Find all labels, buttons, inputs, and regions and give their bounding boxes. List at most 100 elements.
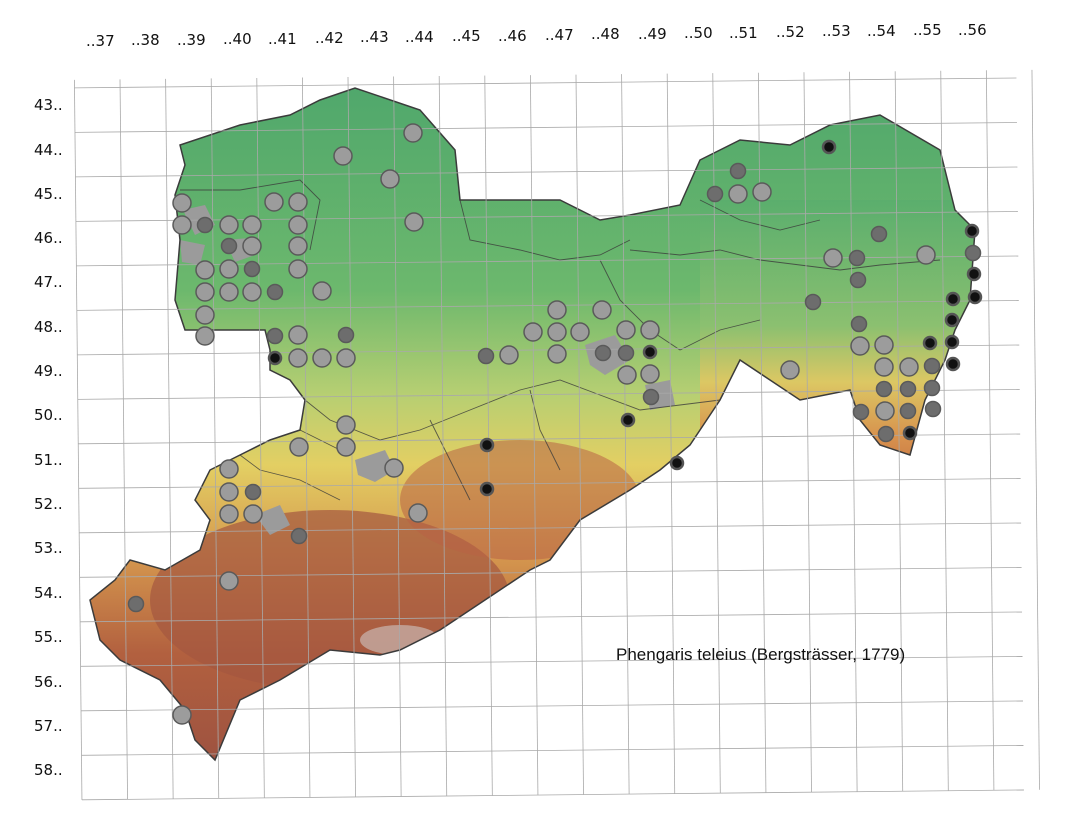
- occurrence-dot: [195, 305, 215, 325]
- column-label: ..38: [131, 31, 160, 50]
- grid-line-vertical: [1031, 69, 1040, 790]
- row-label: 55..: [34, 628, 63, 646]
- grid-line-horizontal: [75, 166, 1018, 178]
- row-label: 50..: [34, 406, 63, 424]
- column-label: ..41: [268, 29, 297, 48]
- column-label: ..45: [452, 27, 481, 46]
- column-label: ..50: [684, 24, 713, 43]
- occurrence-dot: [752, 182, 772, 202]
- occurrence-dot: [875, 401, 895, 421]
- occurrence-dot: [964, 223, 980, 239]
- occurrence-dot: [849, 271, 867, 289]
- occurrence-dot: [336, 437, 356, 457]
- row-label: 49..: [34, 362, 63, 380]
- occurrence-dot: [195, 282, 215, 302]
- occurrence-dot: [870, 225, 888, 243]
- occurrence-dot: [848, 249, 866, 267]
- occurrence-dot: [923, 379, 941, 397]
- occurrence-dot: [944, 334, 960, 350]
- occurrence-dot: [780, 360, 800, 380]
- row-label: 56..: [34, 673, 63, 691]
- occurrence-dot: [850, 336, 870, 356]
- row-label: 52..: [34, 495, 63, 513]
- occurrence-dot: [380, 169, 400, 189]
- occurrence-dot: [384, 458, 404, 478]
- occurrence-dot: [874, 335, 894, 355]
- occurrence-dot: [242, 236, 262, 256]
- occurrence-dot: [333, 146, 353, 166]
- occurrence-dot: [523, 322, 543, 342]
- occurrence-dot: [172, 215, 192, 235]
- occurrence-dot: [966, 266, 982, 282]
- row-label: 57..: [34, 717, 63, 735]
- occurrence-dot: [195, 326, 215, 346]
- column-label: ..40: [223, 30, 252, 49]
- occurrence-dot: [592, 300, 612, 320]
- occurrence-dot: [945, 291, 961, 307]
- occurrence-dot: [916, 245, 936, 265]
- occurrence-dot: [172, 193, 192, 213]
- occurrence-dot: [479, 481, 495, 497]
- grid-line-horizontal: [81, 745, 1024, 756]
- occurrence-dot: [288, 348, 308, 368]
- occurrence-dot: [288, 325, 308, 345]
- occurrence-dot: [899, 402, 917, 420]
- occurrence-dot: [875, 380, 893, 398]
- occurrence-dot: [640, 364, 660, 384]
- occurrence-dot: [408, 503, 428, 523]
- column-label: ..52: [776, 23, 805, 41]
- occurrence-dot: [288, 215, 308, 235]
- grid-line-vertical: [256, 77, 265, 798]
- occurrence-dot: [244, 483, 262, 501]
- occurrence-dot: [219, 459, 239, 479]
- occurrence-dot: [219, 482, 239, 502]
- occurrence-dot: [242, 215, 262, 235]
- occurrence-dot: [967, 289, 983, 305]
- occurrence-dot: [219, 259, 239, 279]
- column-label: ..46: [498, 26, 527, 45]
- occurrence-dot: [547, 322, 567, 342]
- grid-line-vertical: [393, 76, 402, 797]
- occurrence-dot: [899, 357, 919, 377]
- occurrence-dot: [312, 281, 332, 301]
- occurrence-dot: [570, 322, 590, 342]
- state-border: [89, 87, 976, 762]
- occurrence-dot: [196, 216, 214, 234]
- grid-line-horizontal: [80, 656, 1023, 667]
- column-label: ..43: [360, 28, 389, 47]
- occurrence-dot: [266, 283, 284, 301]
- occurrence-dot: [877, 425, 895, 443]
- occurrence-dot: [289, 437, 309, 457]
- grid-line-horizontal: [74, 77, 1017, 89]
- occurrence-dot: [219, 504, 239, 524]
- column-label: ..42: [315, 29, 344, 47]
- occurrence-dot: [902, 425, 918, 441]
- occurrence-dot: [729, 162, 747, 180]
- occurrence-dot: [243, 260, 261, 278]
- grid-line-vertical: [894, 71, 904, 792]
- occurrence-dot: [899, 380, 917, 398]
- occurrence-dot: [547, 344, 567, 364]
- column-label: ..49: [638, 24, 667, 43]
- occurrence-dot: [288, 192, 308, 212]
- occurrence-dot: [477, 347, 495, 365]
- occurrence-dot: [616, 320, 636, 340]
- occurrence-dot: [264, 192, 284, 212]
- occurrence-dot: [172, 705, 192, 725]
- grid-lines: [74, 69, 1040, 801]
- occurrence-dot: [219, 571, 239, 591]
- occurrence-dot: [479, 437, 495, 453]
- grid-line-vertical: [849, 71, 858, 792]
- grid-line-vertical: [529, 75, 539, 796]
- column-label: ..54: [867, 21, 896, 40]
- occurrence-dot: [852, 403, 870, 421]
- grid-line-vertical: [210, 78, 220, 799]
- occurrence-dot: [266, 327, 284, 345]
- occurrence-dot: [617, 365, 637, 385]
- grid-line-vertical: [621, 74, 630, 795]
- occurrence-dot: [499, 345, 519, 365]
- occurrence-dot: [642, 388, 660, 406]
- occurrence-dot: [127, 595, 145, 613]
- grid-line-vertical: [666, 73, 676, 794]
